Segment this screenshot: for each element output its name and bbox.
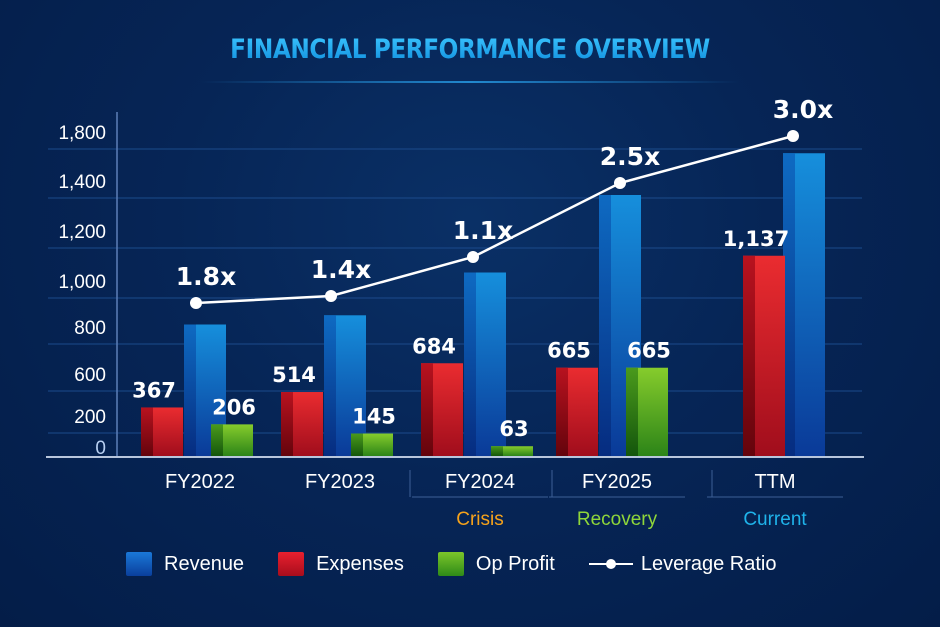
- y-tick-label: 1,800: [58, 123, 106, 144]
- chart-title: FINANCIAL PERFORMANCE OVERVIEW: [66, 34, 874, 65]
- y-tick-label: 800: [74, 318, 106, 339]
- leverage-label: 1.1x: [453, 216, 513, 245]
- x-tick-label: FY2024: [445, 471, 515, 493]
- x-tick-label: FY2025: [582, 471, 652, 493]
- legend: Revenue Expenses Op Profit Leverage Rati…: [126, 552, 810, 576]
- expenses-swatch-icon: [278, 552, 305, 576]
- bar-value-label: 665: [547, 339, 591, 363]
- bar-op-profit: 63: [491, 417, 533, 456]
- legend-item-expenses: Expenses: [278, 552, 404, 576]
- bar-value-label: 514: [272, 363, 316, 387]
- bar-value-label: 367: [132, 378, 176, 402]
- leverage-label: 2.5x: [600, 142, 660, 171]
- bar-value-label: 665: [627, 339, 671, 363]
- bar-expenses: 684: [412, 334, 463, 456]
- leverage-line: 1.8x 1.4x 1.1x 2.5x 3.0x: [176, 95, 833, 309]
- bar-value-label: 684: [412, 334, 456, 358]
- bar-revenue: [184, 324, 226, 456]
- y-tick-label: 1,200: [58, 222, 106, 243]
- legend-label: Expenses: [316, 552, 404, 575]
- x-sublabel: Recovery: [577, 509, 658, 530]
- bars: 367 514 684 665 1,137 206 145 63 665: [132, 153, 825, 456]
- bar-expenses: 1,137: [723, 227, 789, 456]
- x-tick-label: FY2023: [305, 471, 375, 493]
- x-tick-label: FY2022: [165, 471, 235, 493]
- bar-revenue: [324, 315, 366, 456]
- legend-item-op-profit: Op Profit: [437, 552, 555, 576]
- bar-expenses: 514: [272, 363, 323, 456]
- y-tick-label: 200: [74, 407, 106, 428]
- y-tick-label: 0: [95, 438, 106, 459]
- legend-label: Op Profit: [475, 552, 555, 575]
- bar-op-profit: 665: [626, 339, 671, 456]
- leverage-point: [614, 177, 626, 189]
- bar-op-profit: 206: [211, 395, 256, 456]
- legend-item-revenue: Revenue: [126, 552, 244, 576]
- leverage-point: [787, 130, 799, 142]
- leverage-point: [467, 251, 479, 263]
- leverage-point: [190, 297, 202, 309]
- revenue-swatch-icon: [126, 552, 152, 576]
- bar-revenue: [464, 272, 506, 456]
- bar-value-label: 1,137: [723, 227, 789, 251]
- bar-value-label: 145: [352, 405, 396, 429]
- y-tick-label: 600: [74, 365, 106, 386]
- leverage-label: 1.8x: [176, 262, 236, 291]
- y-tick-label: 1,000: [58, 272, 106, 293]
- bar-value-label: 206: [212, 395, 256, 419]
- title-underline: [200, 81, 740, 83]
- bar-value-label: 63: [499, 417, 528, 441]
- legend-label: Leverage Ratio: [640, 552, 777, 575]
- y-tick-label: 1,400: [58, 172, 106, 193]
- legend-item-leverage-ratio: Leverage Ratio: [588, 552, 777, 576]
- x-axis-labels: FY2022 FY2023 FY2024 Crisis FY2025 Recovery TT…: [165, 470, 843, 530]
- line-marker-icon: [588, 557, 633, 571]
- leverage-point: [325, 290, 337, 302]
- legend-label: Revenue: [164, 552, 245, 575]
- bar-revenue: [783, 153, 825, 456]
- x-sublabel: Current: [743, 509, 807, 530]
- x-tick-label: TTM: [754, 471, 795, 493]
- bar-op-profit: 145: [351, 405, 396, 456]
- leverage-label: 3.0x: [773, 95, 833, 124]
- y-axis-ticks: 1,800 1,400 1,200 1,000 800 600 200 0: [58, 123, 106, 459]
- x-sublabel: Crisis: [456, 509, 504, 530]
- leverage-label: 1.4x: [311, 255, 371, 284]
- bar-expenses: 367: [132, 378, 183, 456]
- bar-expenses: 665: [547, 339, 598, 456]
- op-profit-swatch-icon: [437, 552, 464, 576]
